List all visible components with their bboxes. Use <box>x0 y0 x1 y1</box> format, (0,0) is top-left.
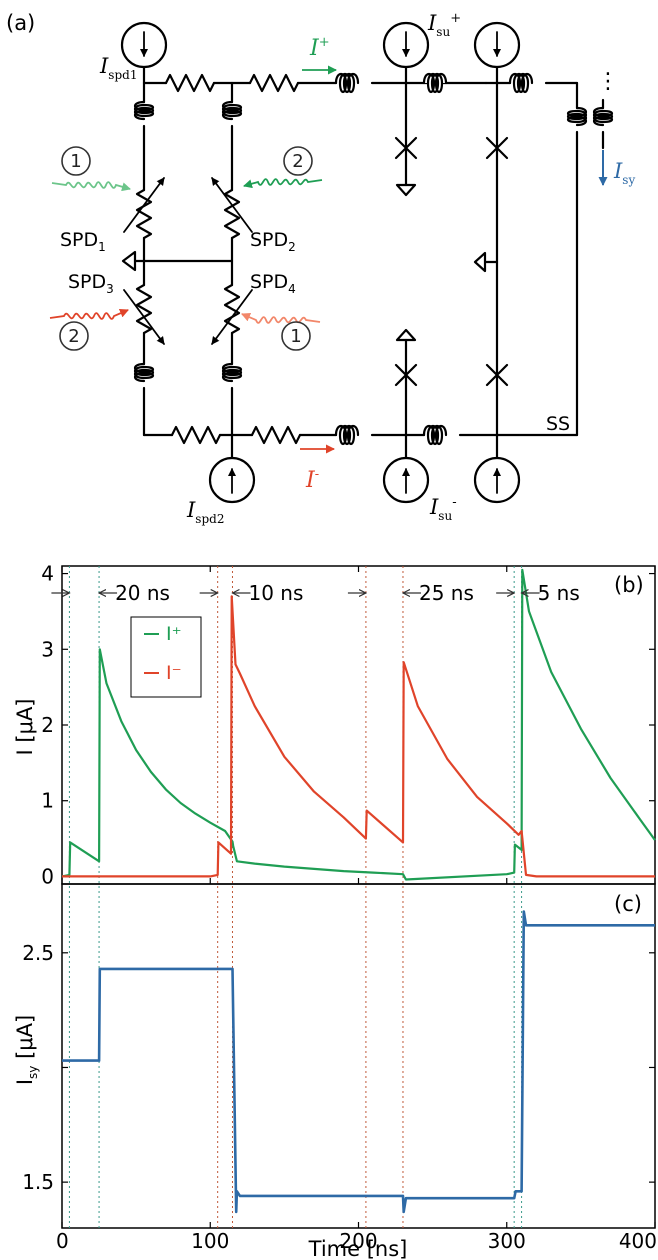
josephson-junction-icon <box>394 136 418 160</box>
resistor-icon <box>223 283 241 335</box>
axis-ticks: 0 1 2 3 4 1.5 2.5 0 100 200 300 400 <box>22 562 657 1253</box>
y-tick-label-b: 1 <box>41 789 54 813</box>
ground-icon <box>121 250 137 272</box>
circuit-schematic <box>120 21 614 504</box>
y-tick-label-b: 2 <box>41 713 54 737</box>
ground-icon <box>395 328 417 342</box>
josephson-junction-icon <box>485 363 509 387</box>
y-axis-label-b: I [μA] <box>13 699 37 756</box>
label-i-sy: Isy <box>613 159 635 187</box>
label-spd4: SPD4 <box>250 271 296 296</box>
x-tick-label: 0 <box>56 1229 69 1253</box>
photon-label-1b: 1 <box>290 326 301 347</box>
inductor-icon <box>221 362 243 383</box>
photon-label-circle <box>61 146 91 176</box>
ground-icon <box>395 183 417 197</box>
inductor-icon <box>221 100 243 121</box>
resistor-icon <box>164 73 216 93</box>
label-i-minus: I- <box>305 467 319 493</box>
series-line-i-sy <box>62 910 655 1214</box>
inductor-icon <box>133 362 155 383</box>
label-i-spd1: Ispd1 <box>99 54 137 82</box>
inductor-icon <box>334 424 360 446</box>
resistor-icon <box>223 188 241 240</box>
panel-label-a: (a) <box>6 11 35 35</box>
series-line-i-plus <box>61 568 656 881</box>
inductor-icon <box>422 424 448 446</box>
x-tick-label: 300 <box>488 1229 526 1253</box>
photon-label-1a: 1 <box>70 151 81 172</box>
gap-label: 25 ns <box>419 581 474 605</box>
label-spd1: SPD1 <box>60 229 106 254</box>
y-axis-label-c: Isy [μA] <box>13 1015 40 1085</box>
x-tick-label: 400 <box>619 1229 657 1253</box>
gap-label: 10 ns <box>248 581 303 605</box>
resistor-icon <box>135 283 153 335</box>
photon-label-circle <box>59 321 89 351</box>
resistor-icon <box>250 425 302 445</box>
resistor-icon <box>170 425 222 445</box>
label-i-su-minus: Isu- <box>429 495 457 523</box>
series-panel-b <box>61 568 656 881</box>
y-tick-label-b: 3 <box>41 637 54 661</box>
y-tick-label-b: 0 <box>41 864 54 888</box>
current-source-icon <box>208 456 256 504</box>
photon-icon <box>49 309 129 320</box>
current-source-icon <box>382 21 430 85</box>
label-ss: SS <box>546 413 570 435</box>
current-source-icon <box>473 21 521 85</box>
label-spd3: SPD3 <box>68 271 114 296</box>
legend: I⁺ I⁻ <box>130 616 202 698</box>
josephson-junction-icon <box>485 136 509 160</box>
ground-icon <box>473 251 499 273</box>
y-tick-label-b: 4 <box>41 562 54 586</box>
ellipsis-label: ⋮ <box>597 69 619 94</box>
legend-entry-i-plus: I⁺ <box>166 623 182 645</box>
inductor-icon <box>566 106 588 127</box>
gap-label: 5 ns <box>538 581 580 605</box>
current-source-icon <box>382 456 430 504</box>
time-gap-annotations: 20 ns 10 ns 25 ns 5 ns <box>51 581 580 605</box>
resistor-icon <box>248 73 300 93</box>
x-tick-label: 100 <box>191 1229 229 1253</box>
x-tick-label: 200 <box>339 1229 377 1253</box>
y-tick-label-c: 2.5 <box>22 941 54 965</box>
photon-label-2b: 2 <box>68 326 79 347</box>
inductor-icon <box>422 72 448 94</box>
inductor-icon <box>133 100 155 121</box>
y-tick-label-c: 1.5 <box>22 1170 54 1194</box>
inductor-icon <box>592 106 614 127</box>
panel-label-c: (c) <box>614 892 642 916</box>
current-source-icon <box>473 456 521 504</box>
photon-label-circle <box>283 146 313 176</box>
photon-icon <box>241 313 321 324</box>
x-axis-label: Time [ns] <box>308 1237 408 1260</box>
gap-label: 20 ns <box>115 581 170 605</box>
legend-entry-i-minus: I⁻ <box>166 662 182 684</box>
photon-icon <box>51 181 131 192</box>
josephson-junction-icon <box>394 363 418 387</box>
inductor-icon <box>334 72 360 94</box>
label-spd2: SPD2 <box>250 229 296 254</box>
axes-c <box>61 883 656 1229</box>
photon-label-circle <box>281 321 311 351</box>
series-line-i-minus <box>62 595 655 878</box>
label-i-plus: I+ <box>309 35 330 61</box>
photon-label-2a: 2 <box>292 151 303 172</box>
axes-b <box>61 565 656 885</box>
resistor-icon <box>135 188 153 240</box>
photon-icon <box>243 178 323 189</box>
series-panel-c <box>62 910 655 1214</box>
label-i-spd2: Ispd2 <box>186 498 224 526</box>
label-i-su-plus: Isu+ <box>427 11 461 39</box>
panel-label-b: (b) <box>614 573 644 597</box>
inductor-icon <box>508 72 534 94</box>
current-source-icon <box>120 21 168 85</box>
